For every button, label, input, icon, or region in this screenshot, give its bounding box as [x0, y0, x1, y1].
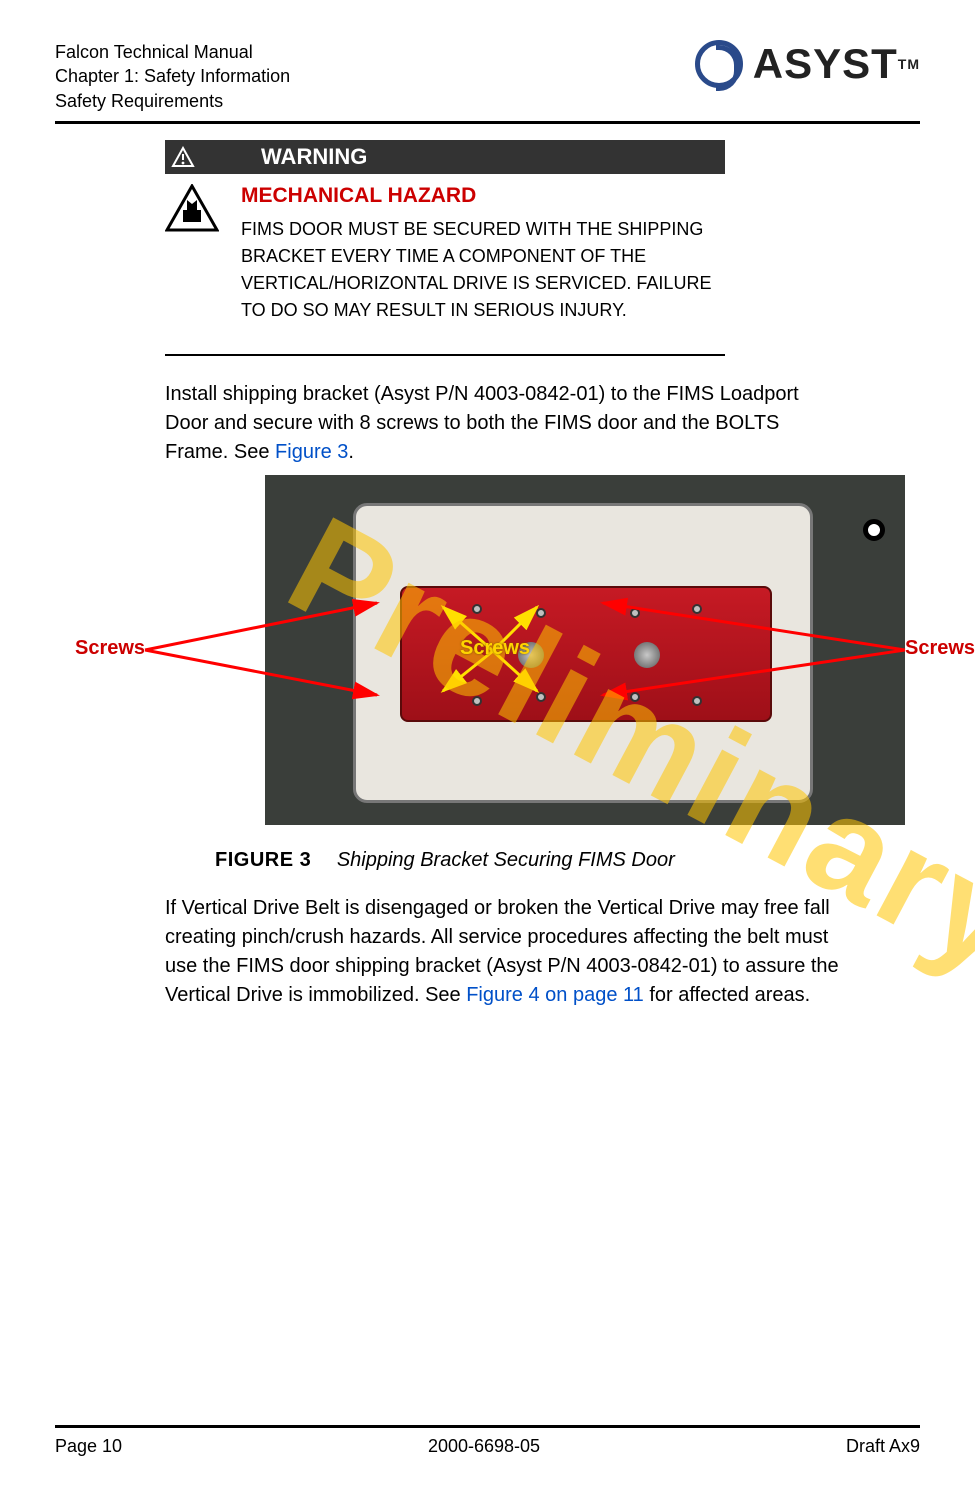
install-paragraph: Install shipping bracket (Asyst P/N 4003…	[165, 380, 840, 467]
screw-dot	[630, 608, 640, 618]
annotation-center-label: Screws	[460, 637, 530, 659]
figure-number: FIGURE 3	[215, 849, 311, 871]
figure-3-link[interactable]: Figure 3	[275, 441, 348, 463]
hazard-pinch-icon	[165, 184, 237, 324]
figure-3-image	[265, 475, 905, 825]
asyst-logo: ASYSTTM	[695, 40, 920, 88]
figure-3: Screws Screws Screws FIGURE 3 Shipping B…	[105, 475, 900, 872]
footer-page-number: Page 10	[55, 1436, 122, 1457]
figure-3-caption: FIGURE 3 Shipping Bracket Securing FIMS …	[215, 849, 900, 872]
screw-dot	[536, 608, 546, 618]
footer-draft-rev: Draft Ax9	[846, 1436, 920, 1457]
fims-panel	[353, 503, 813, 803]
vertical-drive-paragraph: If Vertical Drive Belt is disengaged or …	[165, 894, 840, 1010]
figure-title: Shipping Bracket Securing FIMS Door	[337, 849, 675, 871]
asyst-logo-text: ASYST	[753, 40, 898, 88]
annotation-right: Screws	[905, 637, 975, 660]
warning-bar: WARNING	[165, 140, 725, 174]
annotation-center: Screws	[460, 637, 530, 660]
panel-ring-icon	[863, 519, 885, 541]
screw-dot	[472, 604, 482, 614]
footer-doc-number: 2000-6698-05	[428, 1436, 540, 1457]
section-title: Safety Requirements	[55, 89, 290, 113]
asyst-logo-icon	[695, 40, 743, 88]
annotation-left: Screws	[75, 637, 145, 660]
annotation-right-label: Screws	[905, 637, 975, 659]
screw-dot	[536, 692, 546, 702]
hazard-body-text: FIMS DOOR MUST BE SECURED WITH THE SHIPP…	[241, 216, 725, 324]
warning-bar-label: WARNING	[261, 144, 367, 170]
annotation-left-label: Screws	[75, 637, 145, 659]
knob	[634, 642, 660, 668]
chapter-title: Chapter 1: Safety Information	[55, 64, 290, 88]
vertical-text-b: for affected areas.	[644, 984, 810, 1006]
manual-title: Falcon Technical Manual	[55, 40, 290, 64]
warning-triangle-icon	[165, 146, 201, 168]
hazard-title: MECHANICAL HAZARD	[241, 184, 725, 208]
screw-dot	[630, 692, 640, 702]
install-text-a: Install shipping bracket (Asyst P/N 4003…	[165, 383, 799, 463]
screw-dot	[692, 604, 702, 614]
hazard-block: MECHANICAL HAZARD FIMS DOOR MUST BE SECU…	[165, 184, 725, 324]
page-footer: Page 10 2000-6698-05 Draft Ax9	[55, 1425, 920, 1457]
page-header: Falcon Technical Manual Chapter 1: Safet…	[55, 40, 920, 124]
section-divider	[165, 354, 725, 356]
install-text-b: .	[348, 441, 354, 463]
screw-dot	[692, 696, 702, 706]
shipping-bracket	[400, 586, 772, 722]
figure-4-link[interactable]: Figure 4 on page 11	[466, 984, 644, 1006]
asyst-logo-tm: TM	[898, 56, 920, 72]
screw-dot	[472, 696, 482, 706]
header-text-block: Falcon Technical Manual Chapter 1: Safet…	[55, 40, 290, 113]
